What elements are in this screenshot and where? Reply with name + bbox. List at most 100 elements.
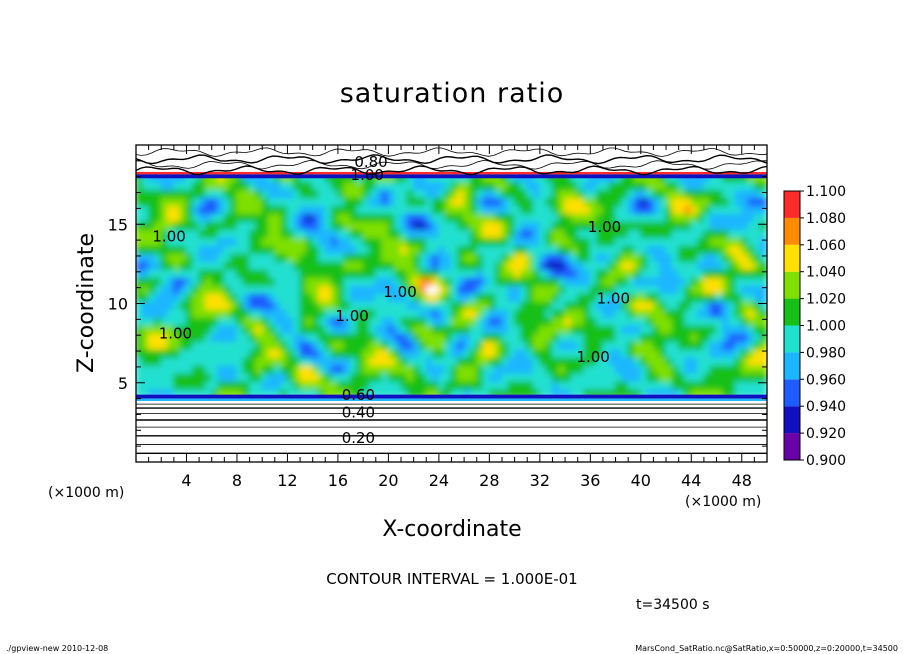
field-cell (665, 388, 673, 398)
field-cell (324, 276, 333, 286)
field-cell (431, 204, 440, 215)
field-cell (696, 220, 705, 231)
field-cell (286, 204, 295, 215)
field-cell (198, 316, 207, 326)
field-cell (646, 356, 655, 366)
field-cell (337, 228, 345, 238)
field-cell (148, 268, 156, 278)
field-cell (236, 196, 244, 207)
field-cell (665, 284, 673, 294)
field-cell (558, 372, 566, 382)
field-cell (747, 228, 755, 238)
field-cell (255, 332, 263, 342)
field-cell (741, 356, 749, 366)
field-cell (501, 188, 509, 199)
field-cell (349, 228, 358, 238)
field-cell (602, 388, 610, 398)
field-cell (198, 372, 207, 382)
field-cell (136, 364, 143, 374)
field-cell (507, 308, 516, 318)
field-cell (627, 324, 636, 334)
field-cell (621, 220, 629, 231)
field-cell (198, 340, 207, 350)
field-cell (136, 292, 143, 302)
field-cell (760, 348, 767, 358)
field-cell (684, 316, 692, 326)
field-cell (217, 276, 225, 286)
field-cell (324, 260, 333, 270)
field-cell (577, 380, 585, 390)
field-cell (356, 276, 364, 286)
field-cell (438, 276, 446, 286)
field-cell (387, 292, 396, 302)
field-cell (722, 196, 730, 207)
field-cell (324, 180, 333, 191)
field-cell (684, 188, 692, 199)
field-cell (173, 364, 181, 374)
field-cell (709, 268, 718, 278)
field-cell (230, 188, 238, 199)
field-cell (299, 292, 307, 302)
field-cell (223, 380, 232, 390)
field-cell (589, 180, 598, 191)
field-cell (488, 364, 497, 374)
field-cell (741, 252, 749, 262)
field-cell (349, 308, 358, 318)
field-cell (696, 308, 705, 318)
field-cell (381, 220, 389, 231)
field-cell (387, 348, 396, 358)
field-cell (368, 316, 377, 326)
field-cell (690, 372, 699, 382)
field-cell (331, 348, 339, 358)
field-cell (236, 332, 244, 342)
field-cell (293, 196, 301, 207)
field-cell (703, 300, 711, 310)
field-cell (526, 324, 535, 334)
field-cell (204, 340, 213, 350)
field-cell (514, 364, 522, 374)
field-cell (457, 220, 465, 231)
field-cell (192, 316, 200, 326)
field-cell (684, 332, 692, 342)
field-cell (299, 220, 307, 231)
field-cell (286, 300, 295, 310)
field-cell (324, 236, 333, 246)
field-cell (558, 260, 566, 270)
field-cell (274, 236, 282, 246)
field-cell (558, 268, 566, 278)
field-cell (659, 244, 667, 254)
field-cell (640, 316, 648, 326)
field-cell (362, 348, 371, 358)
field-cell (747, 340, 755, 350)
field-cell (476, 196, 484, 207)
field-cell (438, 372, 446, 382)
field-cell (343, 324, 352, 334)
field-cell (457, 236, 465, 246)
field-cell (526, 300, 535, 310)
field-cell (274, 372, 282, 382)
field-cell (394, 236, 402, 246)
field-cell (318, 180, 326, 191)
field-cell (230, 244, 238, 254)
field-cell (438, 324, 446, 334)
field-cell (343, 204, 352, 215)
field-cell (627, 340, 636, 350)
field-cell (646, 308, 655, 318)
field-cell (520, 308, 528, 318)
field-cell (728, 212, 737, 223)
field-cell (236, 348, 244, 358)
field-cell (722, 276, 730, 286)
field-cell (671, 380, 680, 390)
field-cell (646, 348, 655, 358)
field-cell (614, 212, 623, 223)
field-cell (431, 324, 440, 334)
field-cell (741, 308, 749, 318)
field-cell (640, 252, 648, 262)
field-cell (312, 236, 320, 246)
field-cell (173, 324, 181, 334)
field-cell (507, 260, 516, 270)
field-cell (136, 276, 143, 286)
field-cell (394, 196, 402, 207)
field-cell (633, 196, 642, 207)
field-cell (293, 188, 301, 199)
